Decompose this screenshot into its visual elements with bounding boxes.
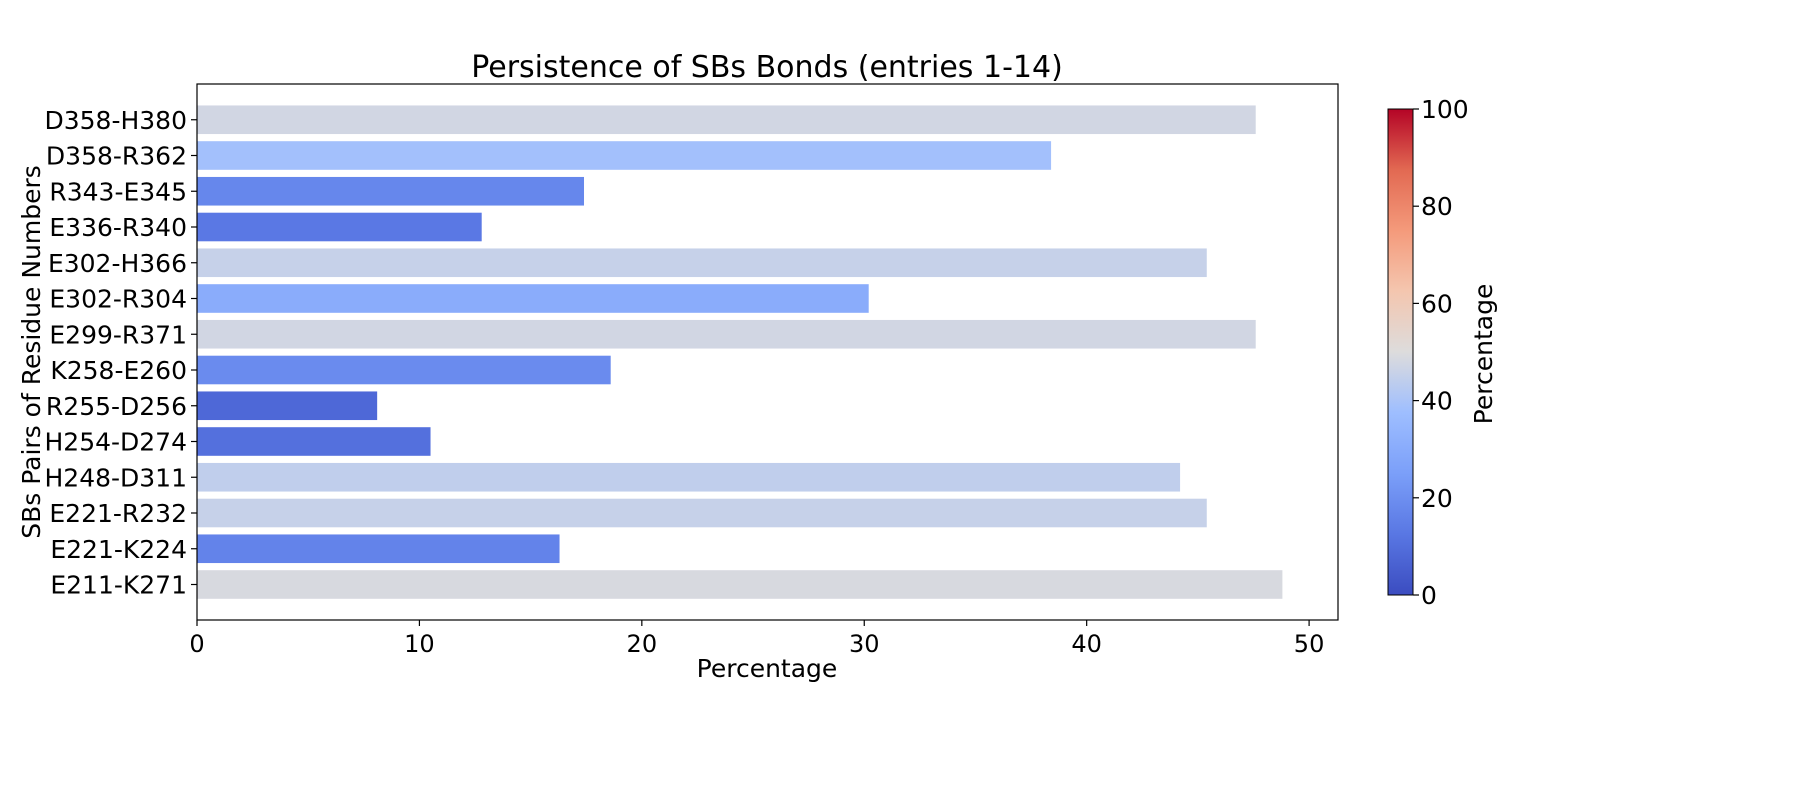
bar-e336-r340: [197, 212, 482, 242]
y-tick-label: E336-R340: [49, 213, 187, 242]
bar-r255-d256: [197, 391, 378, 421]
colorbar-tick-label: 40: [1421, 387, 1453, 416]
y-tick-label: D358-H380: [44, 106, 187, 135]
x-tick-label: 40: [1071, 630, 1102, 658]
x-tick-label: 30: [849, 630, 880, 658]
chart-title: Persistence of SBs Bonds (entries 1-14): [471, 50, 1063, 85]
colorbar-ticks: 0 20 40 60 80 100: [1413, 95, 1469, 610]
x-tick-label: 10: [404, 630, 435, 658]
y-tick-label: R255-D256: [46, 392, 187, 421]
bar-e302-r304: [197, 284, 869, 313]
y-tick-label: R343-E345: [49, 177, 187, 206]
x-tick-label: 20: [627, 630, 658, 658]
y-tick-label: E221-K224: [50, 535, 187, 564]
x-tick-label: 0: [189, 630, 204, 658]
y-tick-label: E211-K271: [50, 571, 187, 600]
bar-e221-k224: [197, 534, 560, 564]
bar-k258-e260: [197, 355, 611, 385]
y-axis-ticks: E211-K271 E221-K224 E221-R232 H248-D311 H254…: [44, 106, 197, 600]
y-tick-label: E302-R304: [49, 285, 187, 314]
bar-e221-r232: [197, 498, 1207, 528]
y-tick-label: E221-R232: [49, 499, 187, 528]
y-tick-label: D358-R362: [46, 142, 187, 171]
y-tick-label: E302-H366: [48, 249, 187, 278]
colorbar-tick-label: 60: [1421, 289, 1453, 318]
colorbar-label: Percentage: [1469, 284, 1498, 425]
colorbar-tick-label: 0: [1421, 581, 1437, 610]
x-axis-ticks: 0 10 20 30 40 50: [189, 620, 1324, 658]
y-tick-label: E299-R371: [49, 320, 187, 349]
colorbar-tick-label: 80: [1421, 192, 1453, 221]
x-tick-label: 50: [1294, 630, 1325, 658]
y-tick-label: H248-D311: [44, 463, 187, 492]
bar-h248-d311: [197, 462, 1181, 492]
bar-r343-e345: [197, 176, 585, 206]
colorbar: [1387, 108, 1414, 596]
bar-h254-d274: [197, 427, 431, 456]
bar-e299-r371: [197, 319, 1256, 349]
y-tick-label: K258-E260: [50, 356, 187, 385]
bar-e211-k271: [197, 570, 1283, 599]
x-axis-label: Percentage: [697, 654, 838, 683]
plot-frame: [196, 83, 1339, 621]
colorbar-tick-label: 20: [1421, 484, 1453, 513]
bar-e302-h366: [197, 248, 1207, 278]
bars-group: [197, 105, 1283, 599]
y-axis-label: SBs Pairs of Residue Numbers: [17, 165, 46, 539]
colorbar-tick-label: 100: [1421, 95, 1469, 124]
y-tick-label: H254-D274: [44, 428, 187, 457]
bar-d358-h380: [197, 105, 1256, 135]
bar-d358-r362: [197, 141, 1052, 170]
